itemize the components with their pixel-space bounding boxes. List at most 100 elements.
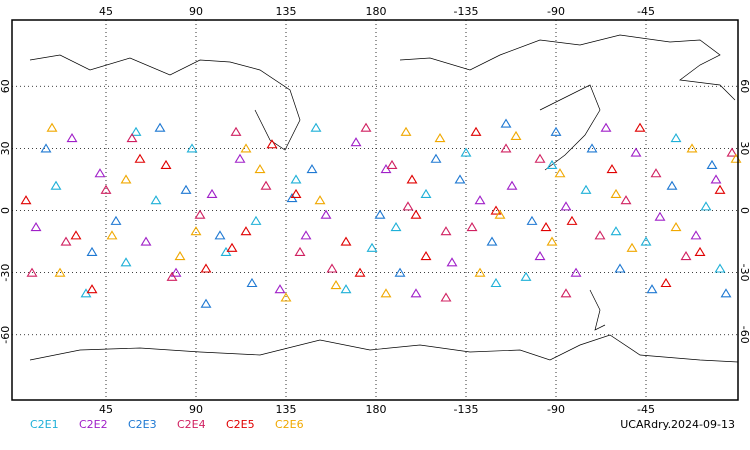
point: [354, 267, 366, 277]
point: [506, 180, 518, 190]
point: [420, 188, 432, 199]
point: [46, 122, 58, 132]
point: [70, 230, 82, 240]
point: [214, 230, 226, 240]
point: [446, 257, 458, 267]
point: [30, 222, 42, 232]
point: [306, 164, 318, 174]
x-tick-label-top: -90: [547, 5, 565, 18]
point: [350, 137, 362, 147]
x-tick-label-bottom: 135: [276, 403, 297, 416]
point: [300, 230, 312, 240]
point: [520, 271, 532, 281]
coast: [589, 289, 606, 331]
point: [240, 226, 252, 236]
point: [714, 184, 726, 194]
point: [670, 132, 682, 143]
point: [566, 215, 578, 225]
coast: [539, 84, 601, 171]
point: [614, 263, 626, 273]
y-tick-label-left: 60: [0, 79, 12, 93]
point: [386, 159, 398, 170]
point: [490, 277, 502, 288]
point: [266, 139, 278, 149]
point: [706, 159, 718, 170]
point: [134, 153, 146, 163]
point: [686, 143, 698, 153]
point: [326, 263, 338, 273]
point: [154, 122, 166, 132]
point: [494, 209, 506, 219]
point: [50, 180, 62, 190]
y-tick-label-left: -60: [0, 326, 12, 344]
y-tick-label-right: -30: [738, 264, 750, 282]
point: [340, 284, 352, 294]
point: [40, 143, 52, 153]
point: [190, 226, 202, 236]
point: [440, 292, 452, 302]
point: [640, 236, 652, 246]
point: [194, 209, 206, 219]
point: [610, 226, 622, 236]
y-tick-label-right: 0: [738, 207, 750, 214]
point: [586, 143, 598, 153]
point: [570, 267, 582, 277]
point: [646, 284, 658, 294]
point: [580, 184, 592, 194]
point: [260, 180, 272, 190]
point: [546, 159, 558, 170]
point: [290, 174, 302, 184]
point: [374, 209, 386, 219]
point: [94, 168, 106, 178]
point: [100, 184, 112, 194]
point: [340, 236, 352, 246]
point: [466, 222, 478, 232]
legend-label: C2E4: [177, 418, 206, 431]
point: [106, 230, 118, 240]
caption: UCARdry.2024-09-13: [620, 418, 735, 431]
point: [274, 284, 286, 294]
x-tick-label-bottom: -45: [637, 403, 655, 416]
point: [200, 298, 212, 308]
point: [410, 209, 422, 219]
x-tick-label-top: 180: [366, 5, 387, 18]
plot: [12, 20, 742, 400]
point: [170, 267, 182, 277]
y-tick-label-right: 30: [738, 141, 750, 155]
point: [320, 209, 332, 219]
point: [474, 195, 486, 205]
point: [694, 246, 706, 256]
point: [594, 230, 606, 240]
point: [130, 126, 142, 136]
point: [534, 251, 546, 261]
point: [254, 164, 266, 174]
point: [120, 174, 132, 184]
point: [234, 153, 246, 163]
x-tick-label-bottom: 180: [366, 403, 387, 416]
x-tick-label-bottom: -135: [454, 403, 479, 416]
x-tick-label-top: -45: [637, 5, 655, 18]
point: [66, 132, 78, 143]
point: [180, 184, 192, 194]
point: [560, 201, 572, 211]
point: [310, 122, 322, 132]
point: [460, 147, 472, 157]
coast: [399, 34, 736, 101]
point: [554, 168, 566, 178]
point: [486, 236, 498, 246]
point: [666, 180, 678, 190]
point: [526, 215, 538, 225]
point: [490, 205, 502, 215]
point: [434, 132, 446, 143]
point: [714, 263, 726, 273]
point: [500, 143, 512, 153]
point: [140, 236, 152, 246]
point: [546, 236, 558, 246]
point: [400, 126, 412, 136]
legend-label: C2E6: [275, 418, 304, 431]
point: [246, 277, 258, 288]
point: [670, 222, 682, 232]
point: [606, 164, 618, 174]
point: [402, 201, 414, 211]
